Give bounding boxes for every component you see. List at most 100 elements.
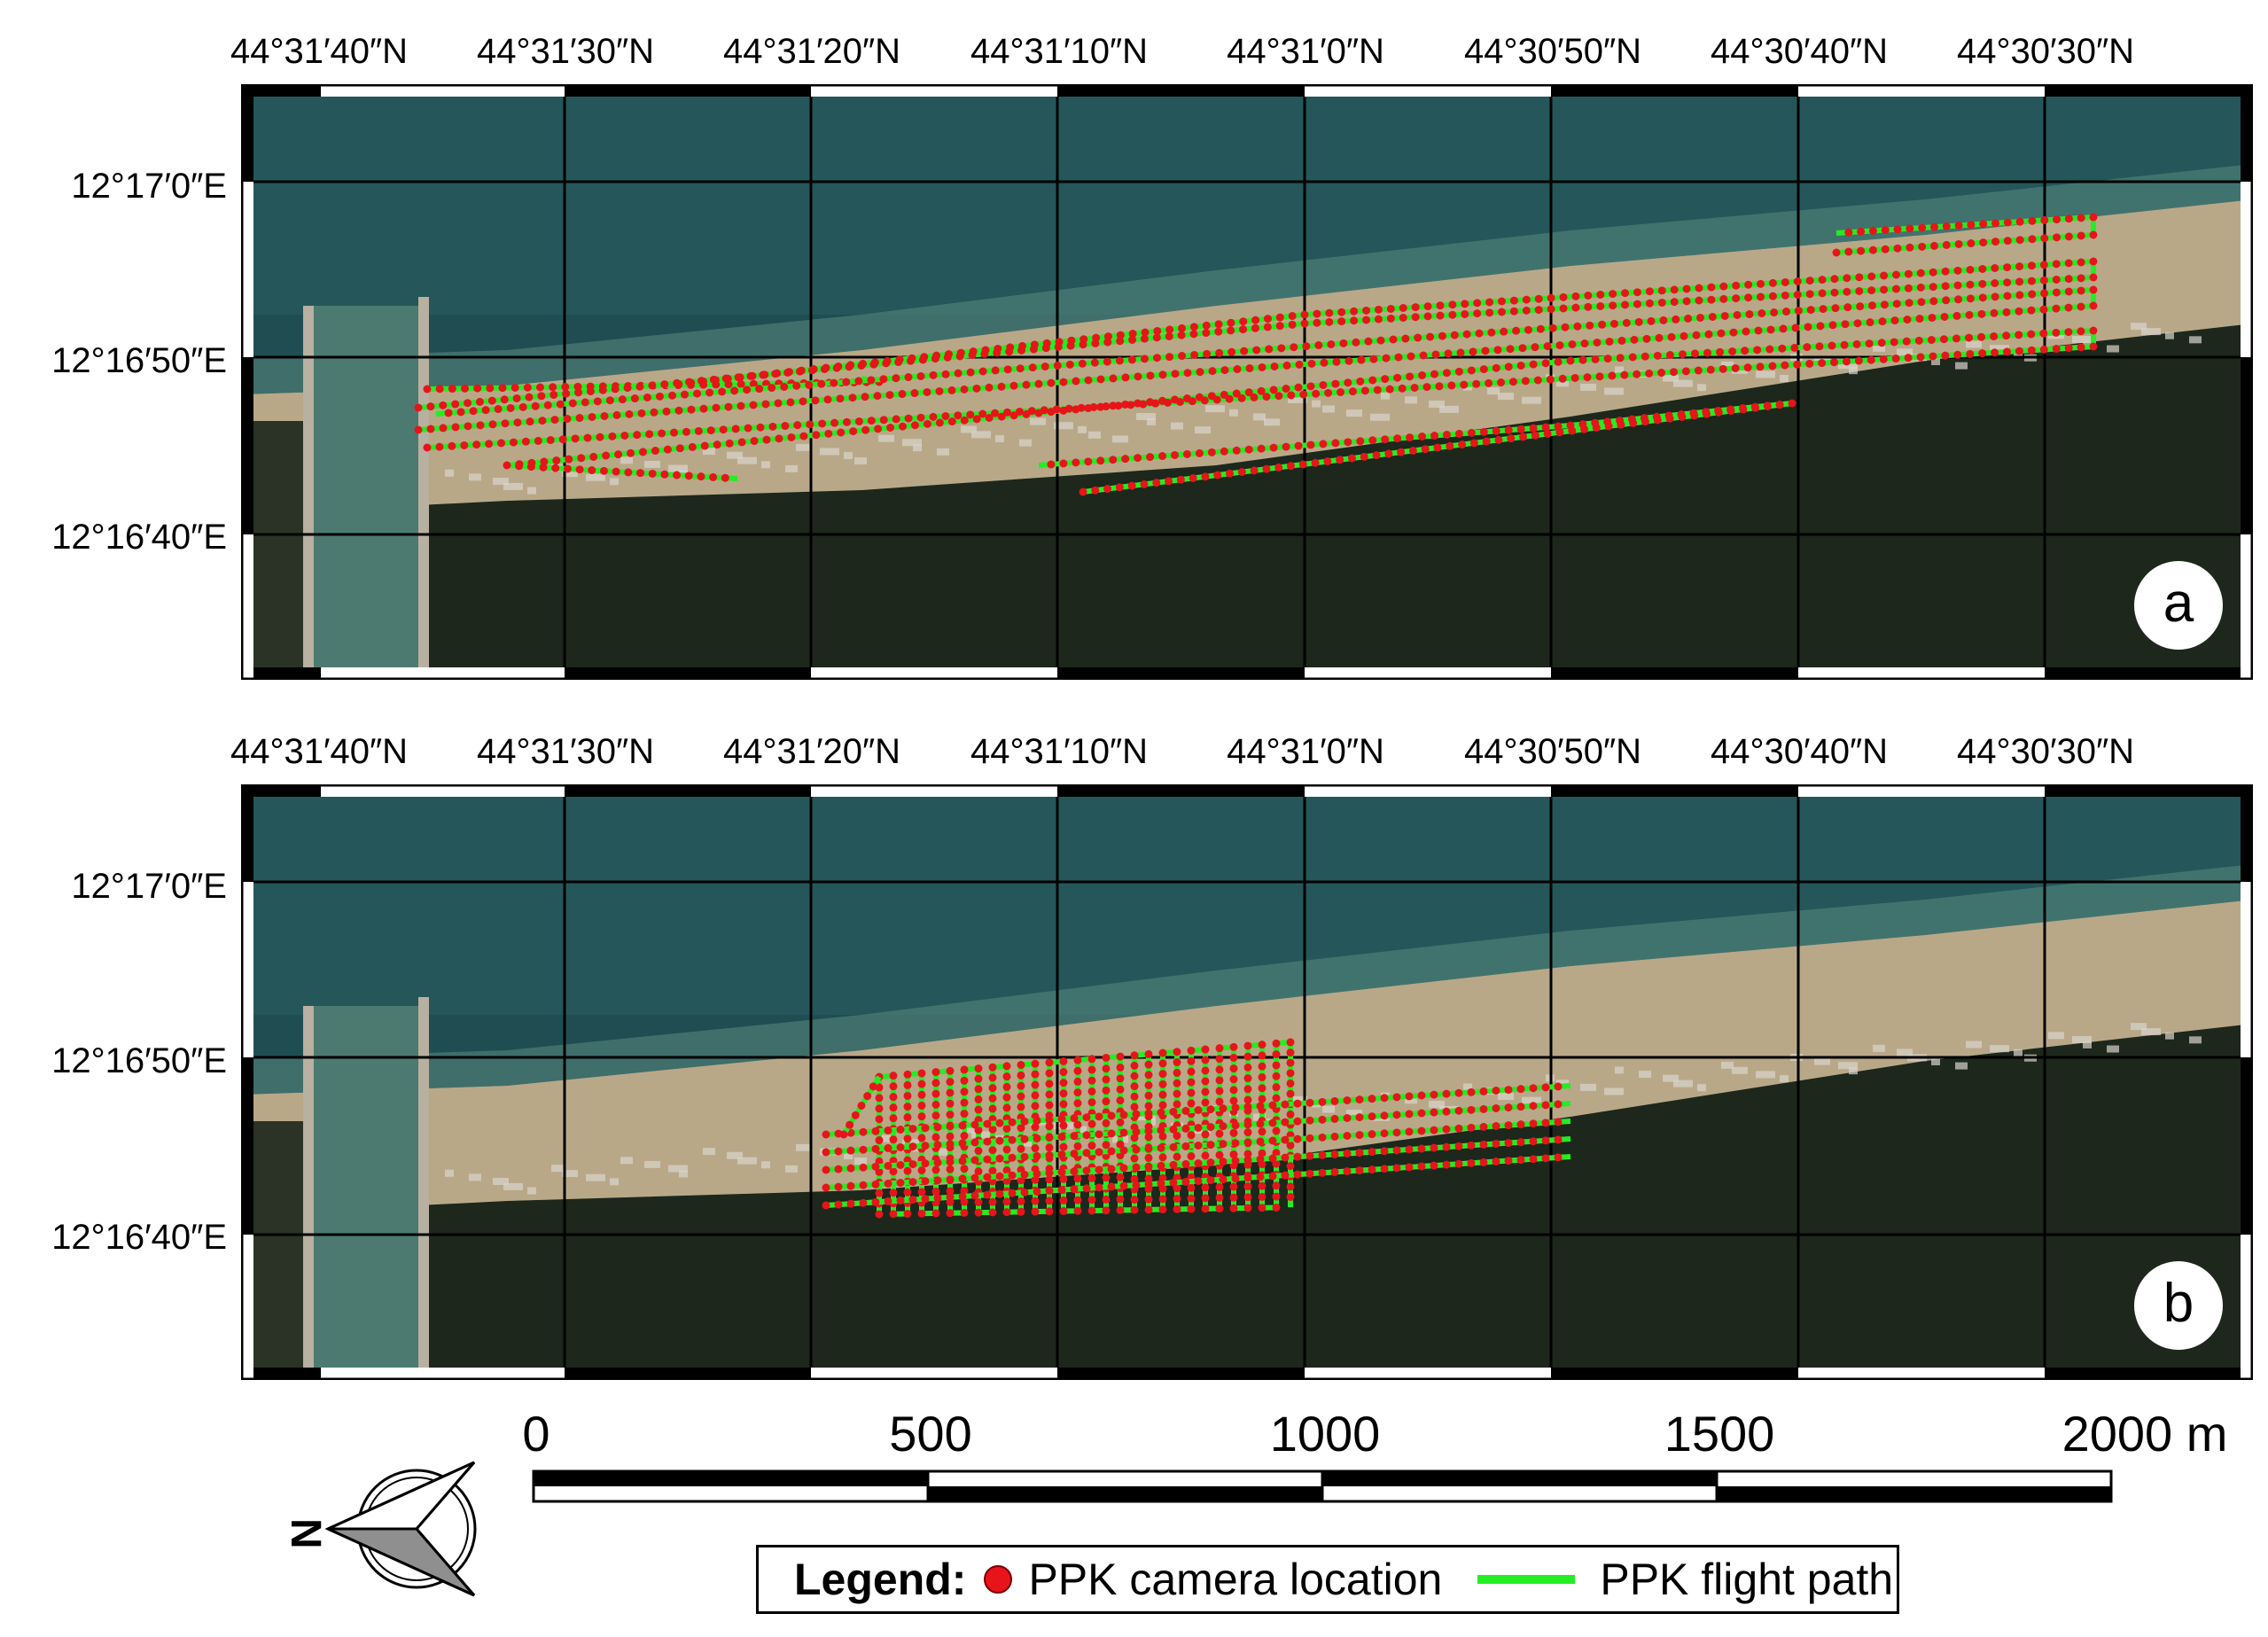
camera-location-point [1965, 310, 1974, 319]
camera-location-point [1268, 1154, 1277, 1163]
camera-location-point [663, 445, 672, 454]
camera-location-point [713, 440, 721, 449]
camera-location-point [1750, 402, 1759, 411]
camera-location-point [1584, 291, 1593, 300]
camera-location-point [1059, 1196, 1068, 1204]
camera-location-point [1182, 449, 1191, 458]
camera-location-point [711, 376, 720, 385]
camera-location-point [423, 443, 432, 452]
camera-location-point [960, 1165, 969, 1173]
camera-location-point [687, 378, 696, 387]
camera-location-point [1006, 343, 1015, 352]
lat-label: 44°30′30″N [1956, 32, 2135, 71]
camera-location-point [1219, 1158, 1228, 1166]
camera-location-point [1462, 330, 1471, 339]
camera-location-point [1045, 1069, 1054, 1078]
camera-location-point [946, 1158, 955, 1166]
camera-location-point [1978, 349, 1987, 358]
camera-location-point [1002, 1082, 1011, 1091]
camera-location-point [974, 1074, 983, 1083]
camera-location-point [988, 1063, 997, 1072]
camera-location-point [1479, 1158, 1488, 1166]
camera-location-point [612, 467, 620, 476]
camera-location-point [1506, 345, 1515, 354]
camera-location-point [681, 390, 690, 399]
camera-location-point [2077, 286, 2085, 295]
camera-location-point [1128, 330, 1137, 339]
camera-location-point [1356, 377, 1365, 386]
camera-location-point [1256, 1155, 1265, 1164]
camera-location-point [1529, 1084, 1538, 1093]
camera-location-point [1252, 346, 1261, 355]
camera-location-point [1059, 1079, 1068, 1087]
camera-location-point [1045, 1187, 1054, 1195]
camera-location-point [1134, 399, 1142, 408]
camera-location-point [1281, 1171, 1290, 1180]
camera-location-point [822, 1148, 830, 1157]
camera-location-point [1201, 1045, 1210, 1054]
camera-location-point [574, 388, 583, 397]
lat-label: 44°30′40″N [1710, 32, 1889, 71]
camera-location-point [1201, 1151, 1210, 1160]
camera-location-point [1229, 1096, 1238, 1105]
camera-location-point [983, 1190, 992, 1199]
camera-location-point [1202, 321, 1211, 330]
camera-location-point [1232, 446, 1241, 455]
camera-location-point [1144, 1126, 1153, 1135]
camera-location-point [1082, 1131, 1091, 1140]
camera-location-point [1479, 365, 1488, 374]
camera-location-point [1497, 378, 1506, 387]
camera-location-point [1852, 339, 1861, 348]
camera-location-point [1516, 1085, 1525, 1094]
camera-location-point [1942, 296, 1951, 305]
camera-location-point [1017, 1207, 1025, 1216]
camera-location-point [1079, 487, 1087, 496]
camera-location-point [1207, 448, 1216, 456]
camera-location-point [1609, 301, 1617, 310]
camera-location-point [1571, 303, 1580, 312]
camera-location-point [1215, 1129, 1224, 1138]
camera-location-point [947, 386, 956, 394]
camera-location-point [1158, 1132, 1167, 1141]
along-shore-line [822, 1100, 1571, 1157]
camera-location-point [645, 430, 654, 439]
camera-location-point [1286, 1193, 1295, 1202]
camera-location-point [875, 1094, 884, 1103]
camera-location-point [1256, 1173, 1265, 1181]
camera-location-point [1406, 433, 1415, 442]
camera-location-point [1256, 1102, 1265, 1111]
camera-location-point [1337, 308, 1346, 316]
camera-location-point [1558, 374, 1567, 383]
camera-location-point [1229, 1064, 1238, 1073]
camera-location-point [451, 423, 460, 432]
camera-location-point [921, 1124, 930, 1133]
camera-location-point [1603, 355, 1612, 363]
camera-location-point [539, 463, 548, 472]
camera-location-point [1435, 382, 1444, 391]
camera-location-point [1498, 297, 1506, 306]
camera-location-point [933, 1194, 942, 1203]
camera-location-point [863, 1092, 872, 1101]
lat-label: 44°31′20″N [722, 732, 901, 771]
north-arrow: N [275, 1454, 487, 1604]
camera-location-point [1479, 1122, 1488, 1131]
camera-location-point [1187, 1067, 1196, 1076]
camera-location-point [1781, 361, 1789, 370]
camera-location-point [2039, 345, 2048, 354]
scale-label: 2000 m [2061, 1406, 2228, 1462]
camera-location-point [974, 1146, 983, 1155]
camera-location-point [960, 385, 969, 394]
camera-location-point [1132, 1127, 1141, 1136]
camera-location-point [1119, 1128, 1128, 1137]
camera-location-point [1033, 1187, 1041, 1196]
camera-location-point [1731, 363, 1740, 372]
camera-location-point [1262, 393, 1271, 401]
camera-location-point [1596, 302, 1605, 310]
scale-bar-graphic [532, 1469, 2113, 1503]
camera-location-point [1153, 354, 1162, 362]
camera-location-point [1708, 312, 1717, 321]
camera-location-point [2027, 261, 2036, 270]
camera-location-point [1293, 1152, 1302, 1161]
camera-location-point [818, 419, 827, 428]
camera-location-point [1171, 370, 1180, 378]
